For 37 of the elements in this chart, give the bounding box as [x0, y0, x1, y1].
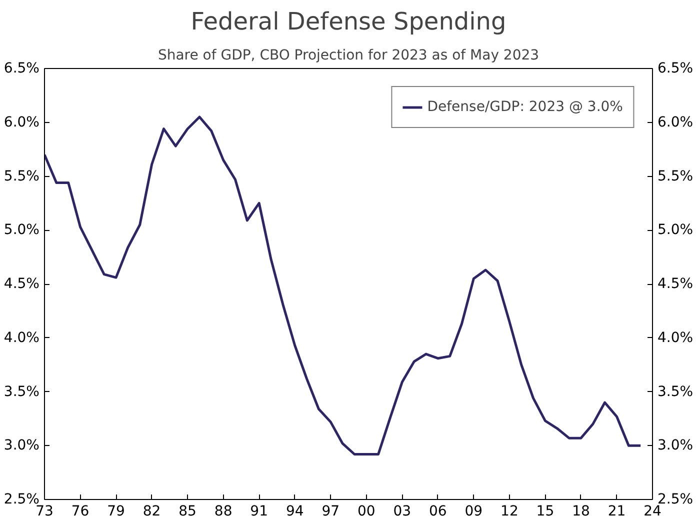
y2-tick-label: 3.0%	[658, 438, 694, 454]
y2-tick-label: 4.0%	[658, 330, 694, 346]
y2-tick-label: 6.0%	[658, 114, 694, 130]
x-tick-label: 06	[429, 504, 447, 518]
y-tick-label: 4.5%	[4, 276, 40, 292]
y-tick-label: 5.5%	[4, 168, 40, 184]
y2-tick-label: 5.5%	[658, 168, 694, 184]
y2-tick-label: 6.5%	[658, 60, 694, 76]
legend-label: Defense/GDP: 2023 @ 3.0%	[427, 99, 623, 115]
x-tick-label: 03	[393, 504, 412, 518]
x-tick-label: 85	[178, 504, 196, 518]
y-tick-label: 6.5%	[4, 60, 40, 76]
x-tick-label: 15	[536, 504, 554, 518]
y2-tick-label: 3.5%	[658, 384, 694, 400]
x-tick-label: 21	[608, 504, 626, 518]
x-tick-label: 79	[107, 504, 125, 518]
line-series	[44, 116, 642, 456]
chart-subtitle: Share of GDP, CBO Projection for 2023 as of May 2023	[158, 48, 540, 64]
x-tick-label: 88	[214, 504, 232, 518]
x-tick-label: 97	[322, 504, 340, 518]
y2-tick-label: 5.0%	[658, 222, 694, 238]
chart-title: Federal Defense Spending	[190, 8, 506, 36]
x-tick-label: 82	[142, 504, 161, 518]
x-tick-label: 76	[71, 504, 90, 518]
x-tick-label: 00	[357, 504, 376, 518]
y-tick-label: 4.0%	[4, 330, 40, 346]
x-tick-label: 09	[464, 504, 483, 518]
x-tick-label: 18	[572, 504, 590, 518]
x-tick-label: 24	[644, 504, 662, 518]
x-tick-label: 94	[286, 504, 304, 518]
y2-tick-label: 4.5%	[658, 276, 694, 292]
y-tick-label: 3.5%	[4, 384, 40, 400]
y-tick-label: 6.0%	[4, 114, 40, 130]
x-tick-label: 12	[500, 504, 518, 518]
y-tick-label: 5.0%	[4, 222, 40, 238]
y-tick-label: 3.0%	[4, 438, 40, 454]
x-tick-label: 91	[250, 504, 268, 518]
